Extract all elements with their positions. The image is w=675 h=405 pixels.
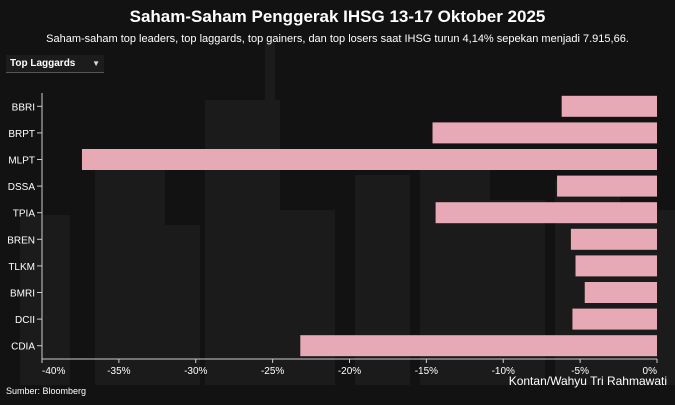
bar-dcii[interactable] (572, 308, 657, 330)
x-tick-label: -40% (42, 366, 65, 377)
bar-bren[interactable] (570, 228, 657, 250)
y-tick-label: BBRI (12, 102, 35, 113)
x-tick-label: 0% (643, 366, 658, 377)
y-tick-label: DCII (15, 315, 35, 326)
y-tick-label: CDIA (11, 342, 35, 353)
x-tick-label: -10% (492, 366, 515, 377)
category-dropdown[interactable]: Top Laggards ▼ (6, 55, 104, 73)
y-tick-label: TPIA (13, 209, 36, 220)
y-tick-label: MLPT (8, 156, 35, 167)
bar-cdia[interactable] (300, 335, 657, 357)
y-tick-label: DSSA (8, 182, 36, 193)
x-tick-label: -20% (338, 366, 361, 377)
y-tick-label: TLKM (8, 262, 35, 273)
chart-subtitle: Saham-saham top leaders, top laggards, t… (46, 33, 629, 45)
bar-bmri[interactable] (584, 282, 657, 303)
source-note: Sumber: Bloomberg (6, 386, 87, 396)
x-tick-label: -15% (415, 366, 438, 377)
bar-dssa[interactable] (557, 175, 657, 197)
y-tick-label: BREN (7, 235, 35, 246)
bar-bbri[interactable] (561, 95, 657, 117)
bar-brpt[interactable] (432, 122, 657, 144)
bar-tlkm[interactable] (575, 255, 657, 277)
x-tick-label: -35% (107, 366, 130, 377)
x-tick-label: -5% (571, 366, 589, 377)
bar-tpia[interactable] (435, 202, 657, 224)
bar-mlpt[interactable] (81, 149, 658, 170)
y-tick-label: BMRI (10, 289, 35, 300)
x-tick-label: -30% (184, 366, 207, 377)
dropdown-selected-label: Top Laggards (10, 58, 76, 69)
credit-note: Kontan/Wahyu Tri Rahmawati (508, 374, 667, 388)
x-tick-label: -25% (261, 366, 284, 377)
chevron-down-icon: ▼ (92, 59, 100, 68)
chart-title: Saham-Saham Penggerak IHSG 13-17 Oktober… (129, 7, 546, 26)
y-tick-label: BRPT (8, 129, 35, 140)
